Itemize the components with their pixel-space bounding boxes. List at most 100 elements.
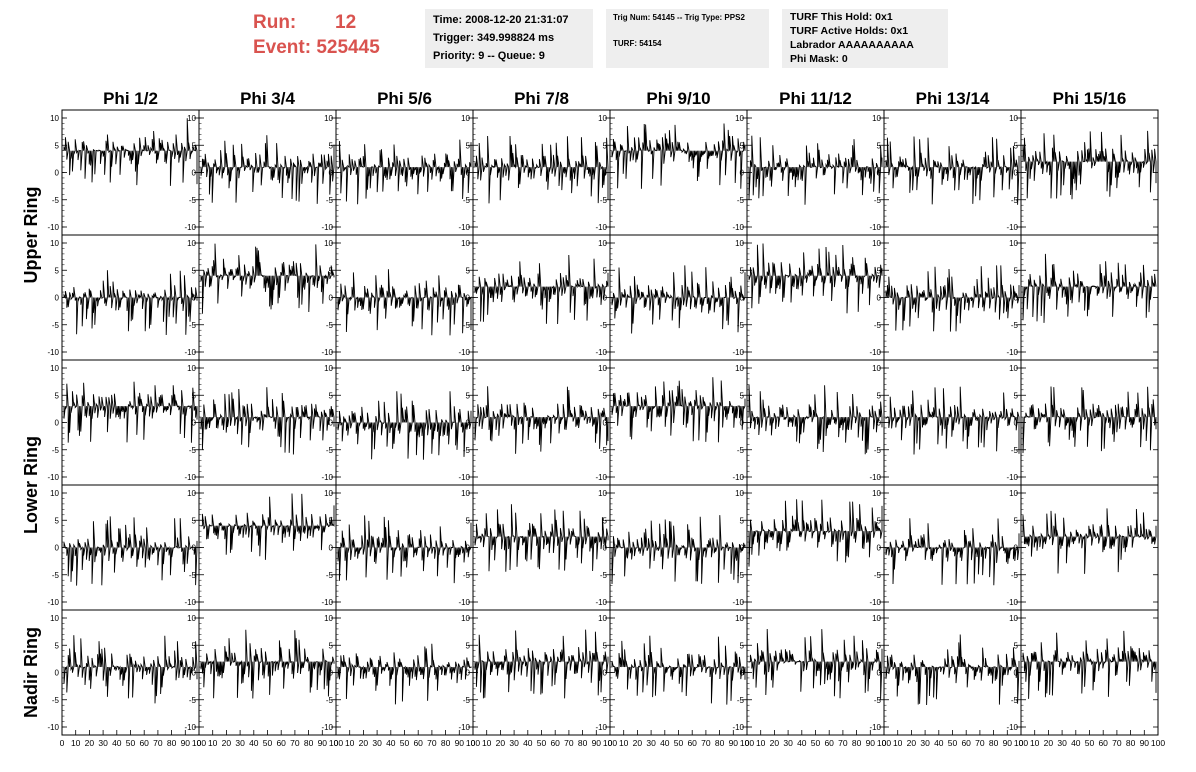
waveform-trace xyxy=(748,243,883,314)
y-tick-label: -5 xyxy=(600,446,608,455)
waveform-trace xyxy=(748,135,883,205)
waveform-trace xyxy=(474,254,609,325)
y-tick-label: -10 xyxy=(1006,723,1018,732)
y-tick-label: 0 xyxy=(603,294,608,303)
column-title: Phi 3/4 xyxy=(240,89,295,108)
y-tick-label: 5 xyxy=(192,141,197,150)
x-tick-label: 0 xyxy=(197,738,202,748)
waveform-trace xyxy=(337,643,472,705)
y-tick-label: -10 xyxy=(1006,598,1018,607)
y-tick-label: -10 xyxy=(321,223,333,232)
y-tick-label: 5 xyxy=(603,141,608,150)
waveform-trace xyxy=(474,135,609,204)
x-tick-label: 100 xyxy=(466,738,480,748)
x-tick-label: 0 xyxy=(334,738,339,748)
y-tick-label: 5 xyxy=(740,516,745,525)
y-tick-label: -5 xyxy=(874,196,882,205)
y-tick-label: 10 xyxy=(50,239,59,248)
y-tick-label: 5 xyxy=(55,516,60,525)
y-tick-label: -10 xyxy=(47,598,59,607)
y-tick-label: 0 xyxy=(192,169,197,178)
x-tick-label: 0 xyxy=(60,738,65,748)
waveform-trace xyxy=(63,270,198,336)
y-tick-label: -10 xyxy=(184,348,196,357)
x-tick-label: 80 xyxy=(1126,738,1136,748)
x-tick-label: 100 xyxy=(603,738,617,748)
y-tick-label: -5 xyxy=(1011,446,1019,455)
y-tick-label: 5 xyxy=(329,266,334,275)
waveform-trace xyxy=(748,384,883,455)
column-title: Phi 11/12 xyxy=(779,89,852,108)
y-tick-label: 0 xyxy=(329,669,334,678)
y-tick-label: 5 xyxy=(192,391,197,400)
y-tick-label: 5 xyxy=(603,266,608,275)
y-tick-label: 0 xyxy=(740,669,745,678)
x-tick-label: 50 xyxy=(400,738,410,748)
y-tick-label: 0 xyxy=(603,169,608,178)
x-tick-label: 10 xyxy=(893,738,903,748)
y-tick-label: 5 xyxy=(603,516,608,525)
y-tick-label: 0 xyxy=(603,669,608,678)
y-tick-label: -5 xyxy=(600,696,608,705)
trig-info-box: Trig Num: 54145 -- Trig Type: PPS2 TURF:… xyxy=(606,9,769,68)
y-tick-label: 5 xyxy=(329,391,334,400)
y-tick-label: 10 xyxy=(461,489,470,498)
column-title: Phi 9/10 xyxy=(646,89,710,108)
plot-panel xyxy=(1020,609,1159,736)
y-tick-label: 10 xyxy=(735,114,744,123)
x-tick-label: 60 xyxy=(1098,738,1108,748)
y-tick-label: 0 xyxy=(877,669,882,678)
y-tick-label: 0 xyxy=(740,294,745,303)
y-tick-label: 5 xyxy=(740,266,745,275)
y-tick-label: -10 xyxy=(732,348,744,357)
y-tick-label: 5 xyxy=(329,141,334,150)
waveform-trace xyxy=(200,135,335,204)
y-tick-label: 5 xyxy=(1014,266,1019,275)
x-tick-label: 20 xyxy=(770,738,780,748)
y-tick-label: -5 xyxy=(52,446,60,455)
waveform-trace xyxy=(885,265,1020,332)
x-tick-label: 90 xyxy=(1140,738,1150,748)
y-tick-label: 5 xyxy=(1014,141,1019,150)
y-tick-label: -5 xyxy=(52,696,60,705)
x-tick-label: 30 xyxy=(783,738,793,748)
x-tick-label: 90 xyxy=(318,738,328,748)
x-tick-label: 50 xyxy=(126,738,136,748)
y-tick-label: 0 xyxy=(603,419,608,428)
y-tick-label: 10 xyxy=(324,239,333,248)
y-tick-label: 10 xyxy=(598,614,607,623)
waveform-trace xyxy=(885,634,1020,706)
column-title: Phi 15/16 xyxy=(1053,89,1127,108)
y-tick-label: -10 xyxy=(732,723,744,732)
turf-active-text: TURF Active Holds: 0x1 xyxy=(790,25,909,37)
x-tick-label: 80 xyxy=(441,738,451,748)
y-tick-label: 10 xyxy=(735,239,744,248)
y-tick-label: 5 xyxy=(877,516,882,525)
y-tick-label: 5 xyxy=(466,266,471,275)
x-tick-label: 20 xyxy=(907,738,917,748)
x-tick-label: 90 xyxy=(181,738,191,748)
plot-panel xyxy=(198,484,337,611)
waveform-trace xyxy=(63,118,198,186)
x-tick-label: 30 xyxy=(646,738,656,748)
waveform-trace xyxy=(63,381,198,443)
y-tick-label: 10 xyxy=(187,114,196,123)
y-tick-label: -5 xyxy=(52,571,60,580)
y-tick-label: 10 xyxy=(735,614,744,623)
trigger-text: Trigger: 349.998824 ms xyxy=(433,32,555,44)
time-text: Time: 2008-12-20 21:31:07 xyxy=(433,14,569,26)
x-tick-label: 80 xyxy=(852,738,862,748)
y-tick-label: 5 xyxy=(1014,516,1019,525)
x-tick-label: 30 xyxy=(235,738,245,748)
y-tick-label: 5 xyxy=(1014,641,1019,650)
waveform-trace xyxy=(337,391,472,460)
y-tick-label: 0 xyxy=(55,294,60,303)
y-tick-label: 0 xyxy=(192,419,197,428)
y-tick-label: -10 xyxy=(1006,223,1018,232)
event-value: 525445 xyxy=(316,37,380,58)
y-tick-label: -10 xyxy=(595,598,607,607)
column-title: Phi 5/6 xyxy=(377,89,432,108)
y-tick-label: -5 xyxy=(737,196,745,205)
y-tick-label: 0 xyxy=(877,419,882,428)
y-tick-label: 10 xyxy=(50,614,59,623)
